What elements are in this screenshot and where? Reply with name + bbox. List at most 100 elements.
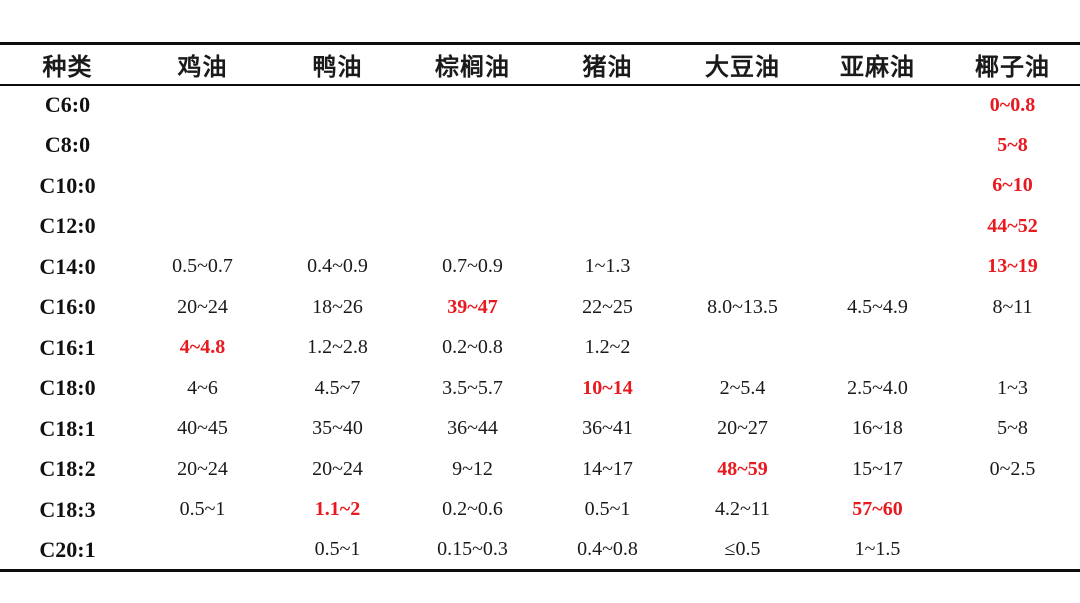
table-row: C6:0 0~0.8 xyxy=(0,85,1080,126)
column-header-oil: 鸡油 xyxy=(177,54,228,81)
table-row: C18:0 4~6 4.5~7 3.5~5.7 10~14 2~5.4 2.5~4.0 1~3 xyxy=(0,368,1080,409)
row-label: C6:0 xyxy=(44,92,91,118)
column-header-oil: 大豆油 xyxy=(705,54,780,81)
value-cell: 40~45 xyxy=(177,417,228,440)
value-cell xyxy=(810,247,945,288)
value-cell xyxy=(675,247,810,288)
value-cell: 36~44 xyxy=(447,417,498,440)
value-cell xyxy=(540,166,675,207)
value-cell: 1~1.3 xyxy=(584,255,631,278)
value-cell xyxy=(810,166,945,207)
row-label: C18:3 xyxy=(39,496,96,522)
value-cell: 1.2~2 xyxy=(584,336,631,359)
value-cell: 13~19 xyxy=(987,255,1038,278)
value-cell xyxy=(270,166,405,207)
value-cell xyxy=(540,85,675,126)
value-cell xyxy=(135,166,270,207)
value-cell: 8.0~13.5 xyxy=(707,295,778,318)
column-header-oil: 鸭油 xyxy=(312,54,363,81)
value-cell: ≤0.5 xyxy=(724,538,761,560)
value-cell xyxy=(135,125,270,166)
value-cell: 1~3 xyxy=(997,376,1028,399)
value-cell: 4.2~11 xyxy=(714,498,771,521)
value-cell xyxy=(675,125,810,166)
value-cell: 6~10 xyxy=(992,174,1033,197)
value-cell: 20~24 xyxy=(177,457,228,480)
value-cell xyxy=(405,166,540,207)
row-label: C18:0 xyxy=(39,375,96,401)
table-row: C16:0 20~24 18~26 39~47 22~25 8.0~13.5 4.5~4.9… xyxy=(0,287,1080,328)
value-cell: 0~2.5 xyxy=(989,457,1036,480)
value-cell xyxy=(540,125,675,166)
row-label: C16:1 xyxy=(39,334,96,360)
table-body: C6:0 0~0.8 C8:0 5~8 C10:0 6~10 C12:0 44~52 C14:0… xyxy=(0,85,1080,571)
value-cell: 8~11 xyxy=(992,295,1033,318)
value-cell: 0.5~1 xyxy=(179,498,226,521)
value-cell: 16~18 xyxy=(852,417,903,440)
header-row: 种类 鸡油 鸭油 棕榈油 猪油 大豆油 亚麻油 椰子油 xyxy=(0,44,1080,85)
value-cell: 0~0.8 xyxy=(989,93,1036,116)
value-cell: 0.2~0.8 xyxy=(442,336,503,359)
value-cell: 18~26 xyxy=(312,295,363,318)
value-cell xyxy=(810,206,945,247)
value-cell: 10~14 xyxy=(582,376,633,399)
table-row: C10:0 6~10 xyxy=(0,166,1080,207)
value-cell: 5~8 xyxy=(997,133,1028,156)
value-cell: 0.2~0.6 xyxy=(442,498,503,521)
value-cell: 0.4~0.9 xyxy=(307,255,368,278)
value-cell: 4.5~4.9 xyxy=(847,295,908,318)
column-header-oil: 猪油 xyxy=(582,54,633,81)
column-header-oil: 椰子油 xyxy=(975,54,1050,81)
value-cell xyxy=(135,85,270,126)
table-row: C14:0 0.5~0.7 0.4~0.9 0.7~0.9 1~1.3 13~19 xyxy=(0,247,1080,288)
value-cell: 2~5.4 xyxy=(719,376,766,399)
value-cell xyxy=(675,328,810,369)
value-cell xyxy=(675,166,810,207)
value-cell xyxy=(810,328,945,369)
row-label: C18:2 xyxy=(39,456,96,482)
table-row: C18:1 40~45 35~40 36~44 36~41 20~27 16~18 5~8 xyxy=(0,409,1080,450)
value-cell: 3.5~5.7 xyxy=(442,376,503,399)
row-label: C10:0 xyxy=(39,172,96,198)
value-cell: 0.5~1 xyxy=(584,498,631,521)
value-cell: 9~12 xyxy=(452,457,493,480)
table-row: C16:1 4~4.8 1.2~2.8 0.2~0.8 1.2~2 xyxy=(0,328,1080,369)
value-cell xyxy=(675,85,810,126)
value-cell xyxy=(405,125,540,166)
value-cell xyxy=(270,125,405,166)
value-cell: 4.5~7 xyxy=(314,376,361,399)
column-header-oil: 亚麻油 xyxy=(840,54,915,81)
value-cell: 0.5~1 xyxy=(314,538,361,560)
value-cell: 0.5~0.7 xyxy=(172,255,233,278)
value-cell xyxy=(270,206,405,247)
value-cell xyxy=(945,490,1080,531)
value-cell xyxy=(270,85,405,126)
table-row: C12:0 44~52 xyxy=(0,206,1080,247)
value-cell xyxy=(675,206,810,247)
value-cell: 0.4~0.8 xyxy=(577,538,638,560)
value-cell xyxy=(405,206,540,247)
value-cell xyxy=(135,530,270,571)
value-cell xyxy=(810,125,945,166)
table-row: C20:1 0.5~1 0.15~0.3 0.4~0.8 ≤0.5 1~1.5 xyxy=(0,530,1080,571)
value-cell: 35~40 xyxy=(312,417,363,440)
value-cell xyxy=(135,206,270,247)
value-cell: 39~47 xyxy=(447,295,498,318)
value-cell: 0.7~0.9 xyxy=(442,255,503,278)
row-label: C18:1 xyxy=(39,415,96,441)
value-cell: 4~4.8 xyxy=(179,336,226,359)
value-cell: 20~27 xyxy=(717,417,768,440)
row-label: C16:0 xyxy=(39,294,96,320)
value-cell: 0.15~0.3 xyxy=(437,538,508,560)
value-cell: 44~52 xyxy=(987,214,1038,237)
row-label: C12:0 xyxy=(39,213,96,239)
value-cell: 36~41 xyxy=(582,417,633,440)
value-cell: 20~24 xyxy=(312,457,363,480)
value-cell: 48~59 xyxy=(717,457,768,480)
value-cell: 22~25 xyxy=(582,295,633,318)
table-row: C8:0 5~8 xyxy=(0,125,1080,166)
value-cell: 57~60 xyxy=(852,498,903,521)
value-cell xyxy=(945,530,1080,571)
value-cell xyxy=(540,206,675,247)
